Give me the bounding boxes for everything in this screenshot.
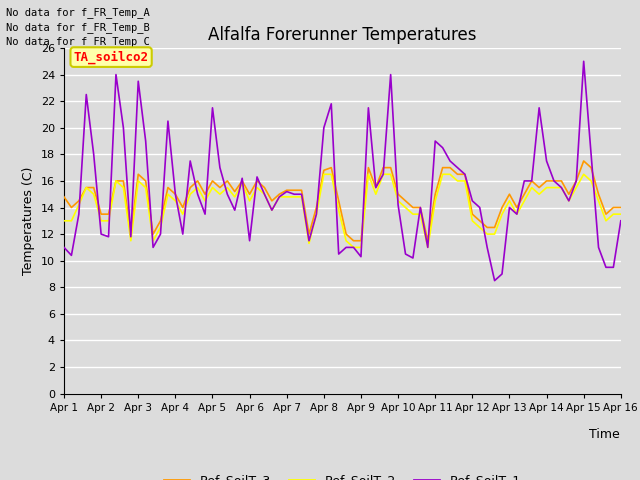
Text: No data for f_FR_Temp_A: No data for f_FR_Temp_A xyxy=(6,7,150,18)
Text: No data for f_FR_Temp_C: No data for f_FR_Temp_C xyxy=(6,36,150,47)
Legend: Ref_SoilT_3, Ref_SoilT_2, Ref_SoilT_1: Ref_SoilT_3, Ref_SoilT_2, Ref_SoilT_1 xyxy=(159,469,525,480)
Text: No data for f_FR_Temp_B: No data for f_FR_Temp_B xyxy=(6,22,150,33)
Title: Alfalfa Forerunner Temperatures: Alfalfa Forerunner Temperatures xyxy=(208,25,477,44)
Text: TA_soilco2: TA_soilco2 xyxy=(74,50,148,64)
Y-axis label: Temperatures (C): Temperatures (C) xyxy=(22,167,35,275)
X-axis label: Time: Time xyxy=(589,428,620,441)
